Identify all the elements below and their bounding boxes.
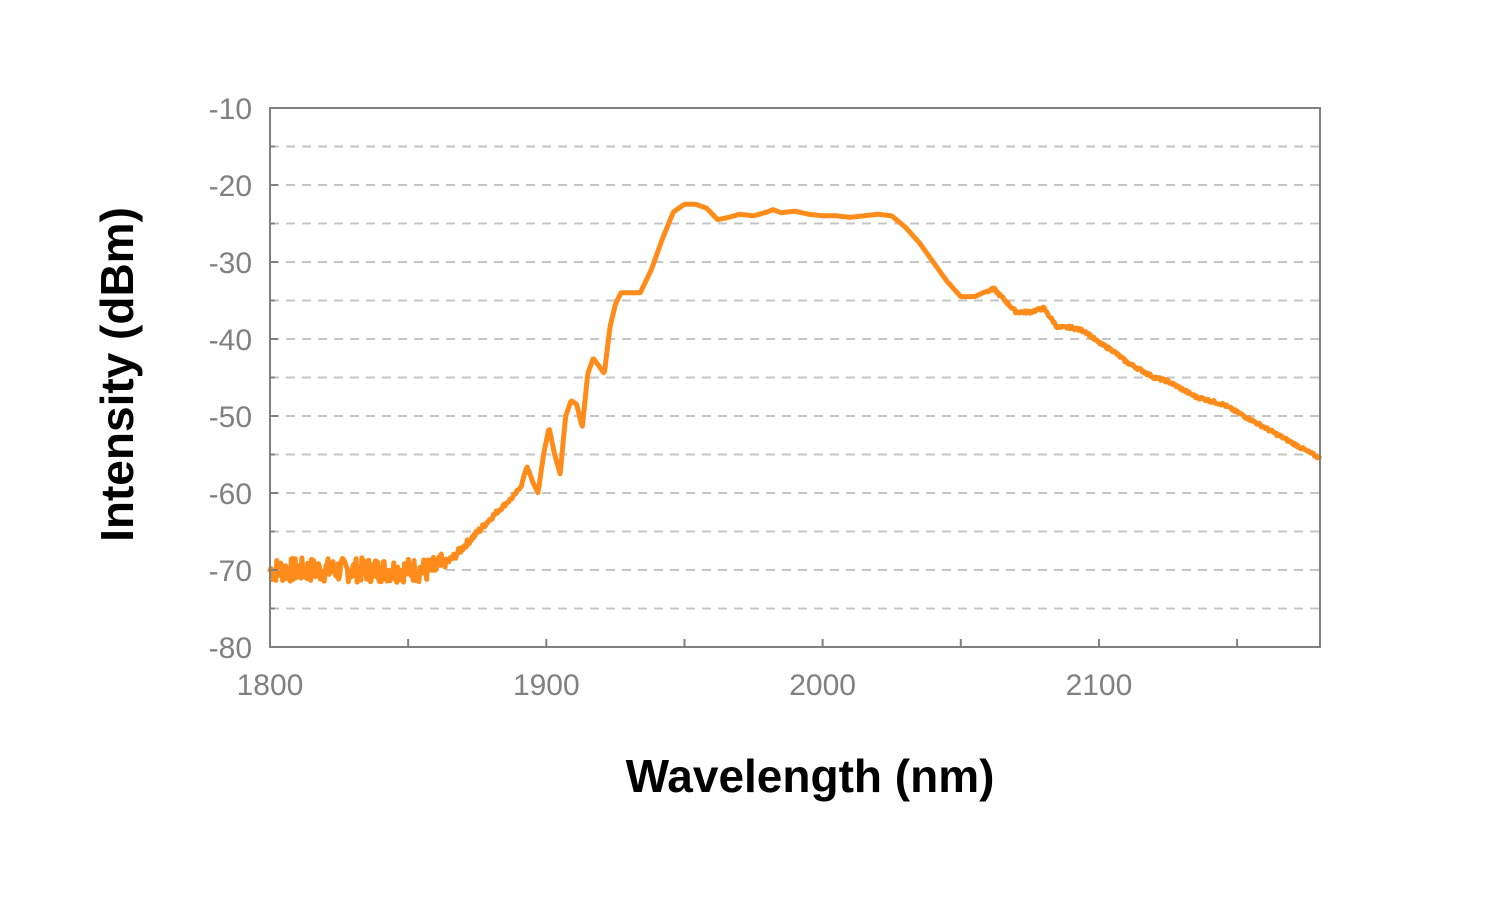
y-tick-label: -20 [209, 170, 252, 203]
y-tick-label: -70 [209, 555, 252, 588]
x-tick-label: 1800 [237, 669, 304, 702]
series-layer [267, 201, 1322, 585]
y-tick-label: -50 [209, 401, 252, 434]
x-axis-title: Wavelength (nm) [626, 750, 995, 802]
x-tick-label: 2100 [1066, 669, 1133, 702]
axis-ticks [269, 107, 1239, 648]
y-tick-label: -10 [209, 93, 252, 126]
tick-labels: -80 -70 -60 -50 -40 -30 -20 -10 1800 1900 2000 2100 [209, 93, 1133, 702]
x-tick-label: 1900 [513, 669, 580, 702]
y-tick-label: -30 [209, 247, 252, 280]
y-tick-label: -60 [209, 478, 252, 511]
y-tick-label: -80 [209, 632, 252, 665]
y-axis-title: Intensity (dBm) [91, 207, 143, 542]
y-tick-label: -40 [209, 324, 252, 357]
x-tick-label: 2000 [789, 669, 856, 702]
series-line-spectrum [267, 201, 1322, 585]
